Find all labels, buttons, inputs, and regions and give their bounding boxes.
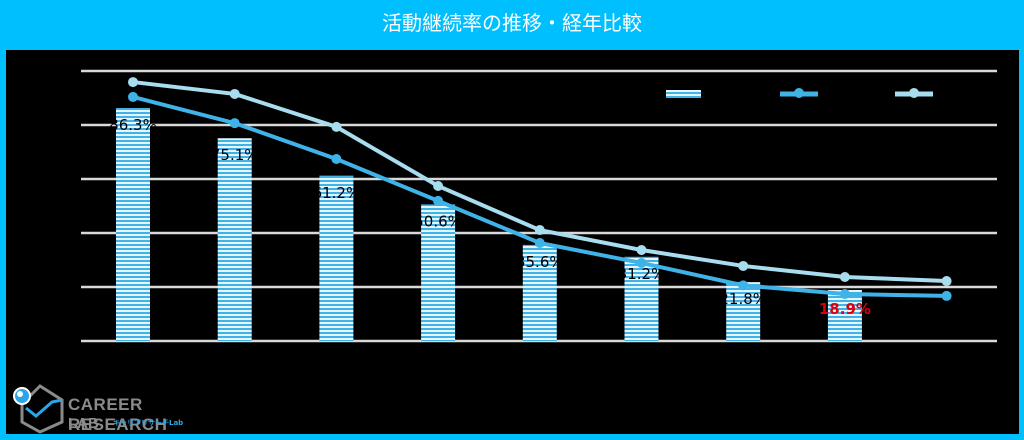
bar <box>624 256 659 341</box>
bar <box>522 244 557 341</box>
logo-subtitle: キャリアリサーチLab <box>113 419 184 427</box>
bar-value-label: 50.6% <box>414 212 462 230</box>
chart-title: 活動継続率の推移・経年比較 <box>382 11 642 35</box>
legend-bar-swatch <box>666 90 701 98</box>
logo-line2: LAB <box>68 415 99 432</box>
line-marker <box>433 181 444 192</box>
bar <box>116 107 150 342</box>
line-marker <box>331 121 342 132</box>
highlight-label: 18.9% <box>819 300 871 318</box>
line-marker <box>738 260 749 271</box>
bar-value-label: 21.8% <box>719 290 767 308</box>
bar <box>421 204 456 341</box>
line-marker <box>636 245 647 256</box>
legend <box>666 88 933 98</box>
bar-value-label: 35.6% <box>516 253 564 271</box>
bar <box>217 138 252 341</box>
line-marker <box>636 257 647 268</box>
line-marker <box>128 91 138 102</box>
chart-panel <box>6 50 1019 434</box>
line-series <box>128 77 952 301</box>
bar-value-label: 31.2% <box>618 265 666 283</box>
annotations: 18.9% <box>819 300 871 318</box>
bar-labels: 86.3% 75.1% 61.2% 50.6% 35.6% 31.2% 21.8% <box>109 116 767 308</box>
line-marker <box>229 118 240 129</box>
bar-value-label: 86.3% <box>109 116 157 134</box>
line-marker <box>941 276 952 287</box>
bar-series <box>116 107 862 342</box>
bar-value-label: 61.2% <box>313 184 361 202</box>
bar <box>726 282 761 341</box>
line-marker <box>839 272 850 283</box>
line-marker <box>433 195 444 206</box>
logo-line1: CAREER RESEARCH <box>68 395 168 434</box>
logo-icon <box>13 384 64 434</box>
line-marker <box>128 77 138 88</box>
career-research-lab-logo: CAREER RESEARCH LAB キャリアリサーチLab <box>12 382 242 434</box>
line-marker <box>534 237 545 248</box>
bar <box>319 175 354 341</box>
line-marker <box>229 88 240 99</box>
line-marker <box>941 290 952 301</box>
line-marker <box>331 154 342 165</box>
line-marker <box>534 225 545 236</box>
line-marker <box>839 289 850 300</box>
line-marker <box>738 280 749 291</box>
bar-value-label: 75.1% <box>211 146 259 164</box>
legend-marker <box>909 88 919 98</box>
legend-marker <box>794 88 804 98</box>
